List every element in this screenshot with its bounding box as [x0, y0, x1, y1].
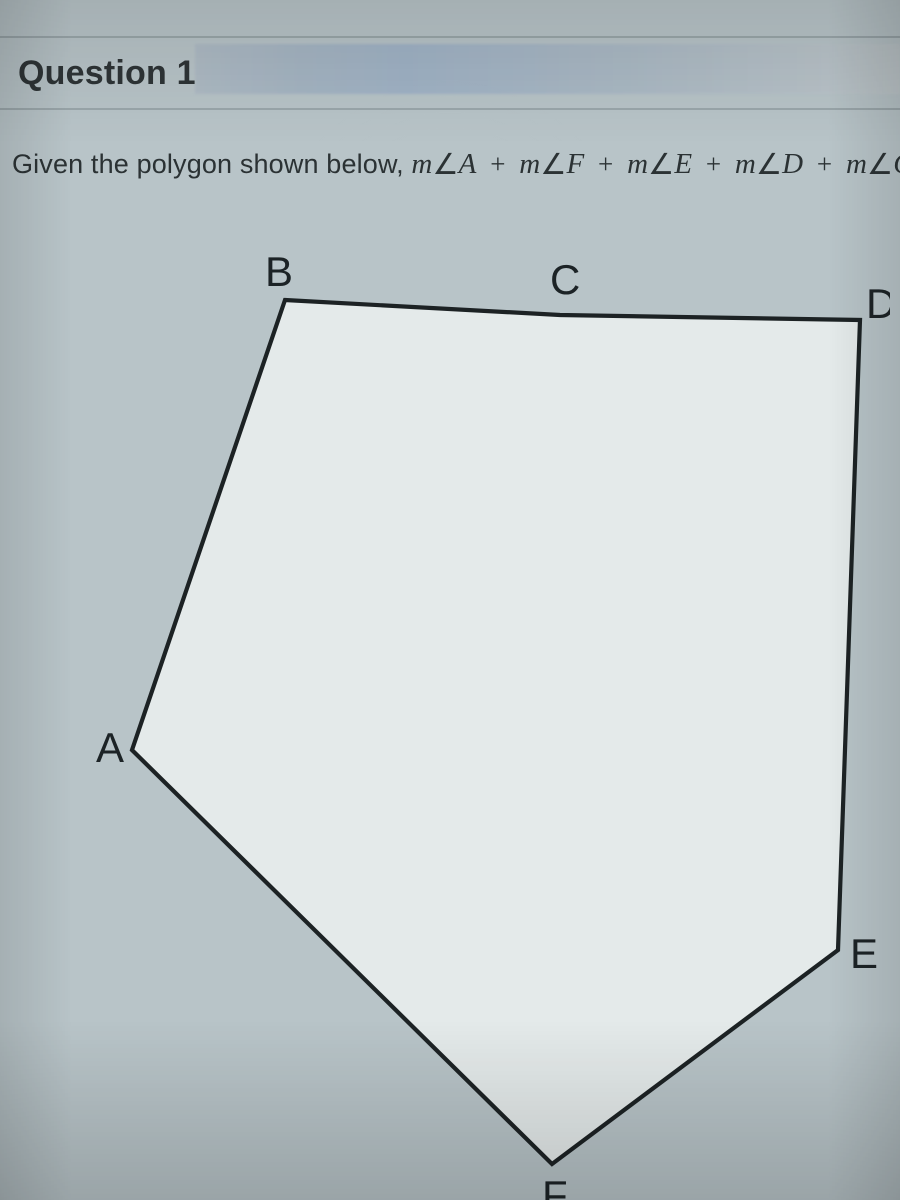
plus-1: + — [490, 149, 505, 179]
plus-2: + — [598, 149, 613, 179]
vertex-label-F: F — [542, 1172, 568, 1200]
hexagon-figure: B C D E F A — [70, 210, 890, 1170]
term-E: E — [674, 148, 692, 180]
question-progress-bar — [195, 44, 900, 94]
question-prompt: Given the polygon shown below, m∠A + m∠F… — [12, 146, 900, 181]
header-top-rule — [0, 36, 900, 38]
angle-E-icon: ∠ — [648, 147, 674, 182]
angle-D-icon: ∠ — [756, 147, 782, 182]
term-F: F — [566, 148, 584, 180]
question-title: Question 1 — [18, 54, 196, 93]
m-A: m — [411, 148, 432, 180]
vertex-label-A: A — [96, 724, 124, 771]
vertex-label-C: C — [550, 256, 580, 303]
vertex-label-E: E — [850, 930, 878, 977]
hexagon-svg: B C D E F A — [70, 210, 890, 1200]
m-E: m — [627, 148, 648, 180]
plus-3: + — [706, 149, 721, 179]
header-bottom-rule — [0, 108, 900, 110]
term-C: C — [893, 148, 900, 180]
term-D: D — [782, 148, 803, 180]
angle-F-icon: ∠ — [540, 147, 566, 182]
m-F: m — [519, 148, 540, 180]
prompt-lead: Given the polygon shown below, — [12, 149, 411, 179]
angle-C-icon: ∠ — [867, 147, 893, 182]
angle-A-icon: ∠ — [433, 147, 459, 182]
m-C: m — [846, 148, 867, 180]
plus-4: + — [817, 149, 832, 179]
m-D: m — [735, 148, 756, 180]
vertex-label-D: D — [866, 280, 890, 327]
term-A: A — [459, 148, 477, 180]
vertex-label-B: B — [265, 248, 293, 295]
